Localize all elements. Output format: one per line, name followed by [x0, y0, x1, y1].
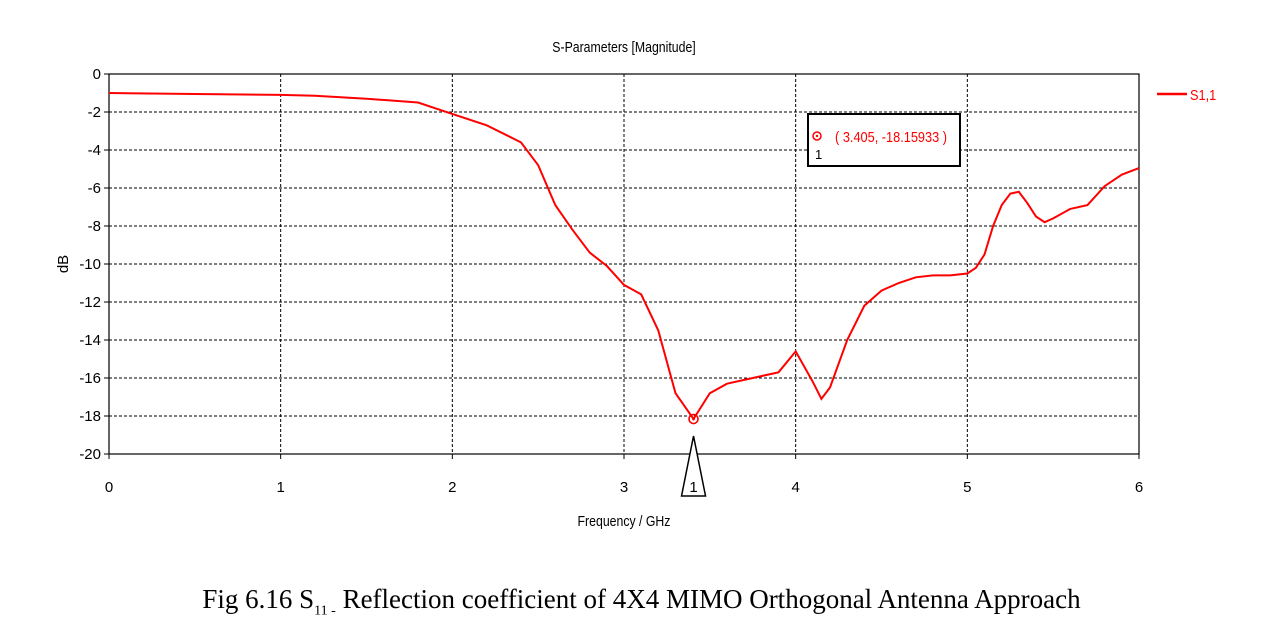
marker-readout-icon — [812, 131, 822, 141]
marker-1[interactable]: 1 — [680, 413, 707, 497]
marker-readout-box: 1 ( 3.405, -18.15933 ) — [807, 113, 961, 167]
x-tick-label: 0 — [105, 479, 113, 496]
x-tick-label: 1 — [276, 479, 284, 496]
y-tick-label: -4 — [88, 142, 101, 159]
marker-triangle — [680, 435, 707, 497]
marker-readout-value: ( 3.405, -18.15933 ) — [835, 128, 947, 145]
y-tick-label: -18 — [79, 408, 101, 425]
chart-title: S-Parameters [Magnitude] — [552, 39, 695, 55]
marker-dot — [692, 417, 695, 421]
x-tick-label: 3 — [620, 479, 628, 496]
y-tick-label: -8 — [88, 218, 101, 235]
y-tick-label: -14 — [79, 332, 101, 349]
y-tick-label: -6 — [88, 180, 101, 197]
x-axis-label: Frequency / GHz — [578, 513, 671, 529]
y-tick-label: -2 — [88, 104, 101, 121]
legend: S1,1 — [1157, 86, 1216, 103]
marker-circle — [688, 413, 699, 425]
y-tick-label: -12 — [79, 294, 101, 311]
x-tick-label: 4 — [791, 479, 799, 496]
series-line-s11 — [108, 92, 1140, 421]
legend-label-s11: S1,1 — [1190, 86, 1216, 103]
x-tick-label: 5 — [963, 479, 971, 496]
y-tick-label: -16 — [79, 370, 101, 387]
x-axis-ticks: 0 1 2 3 4 5 6 — [105, 454, 1143, 496]
figure-caption: Fig 6.16 S11 - Reflection coefficient of… — [0, 584, 1283, 619]
caption-prefix: Fig 6.16 S — [202, 584, 315, 614]
caption-suffix: Reflection coefficient of 4X4 MIMO Ortho… — [335, 584, 1081, 614]
marker-readout-index: 1 — [815, 147, 822, 162]
y-axis-ticks: 0 -2 -4 -6 -8 -10 -12 -14 -16 -18 -20 — [79, 66, 109, 463]
caption-subscript: 11 - — [314, 603, 336, 619]
marker-index-label: 1 — [689, 479, 697, 496]
y-axis-label: dB — [55, 255, 72, 273]
x-tick-label: 6 — [1135, 479, 1143, 496]
s-parameter-chart: S-Parameters [Magnitude] 0 -2 -4 -6 -8 -10 -12… — [55, 39, 1216, 529]
y-tick-label: -20 — [79, 446, 101, 463]
y-tick-label: -10 — [79, 256, 101, 273]
grid-lines — [109, 74, 1139, 454]
y-tick-label: 0 — [93, 66, 101, 83]
x-tick-label: 2 — [448, 479, 456, 496]
